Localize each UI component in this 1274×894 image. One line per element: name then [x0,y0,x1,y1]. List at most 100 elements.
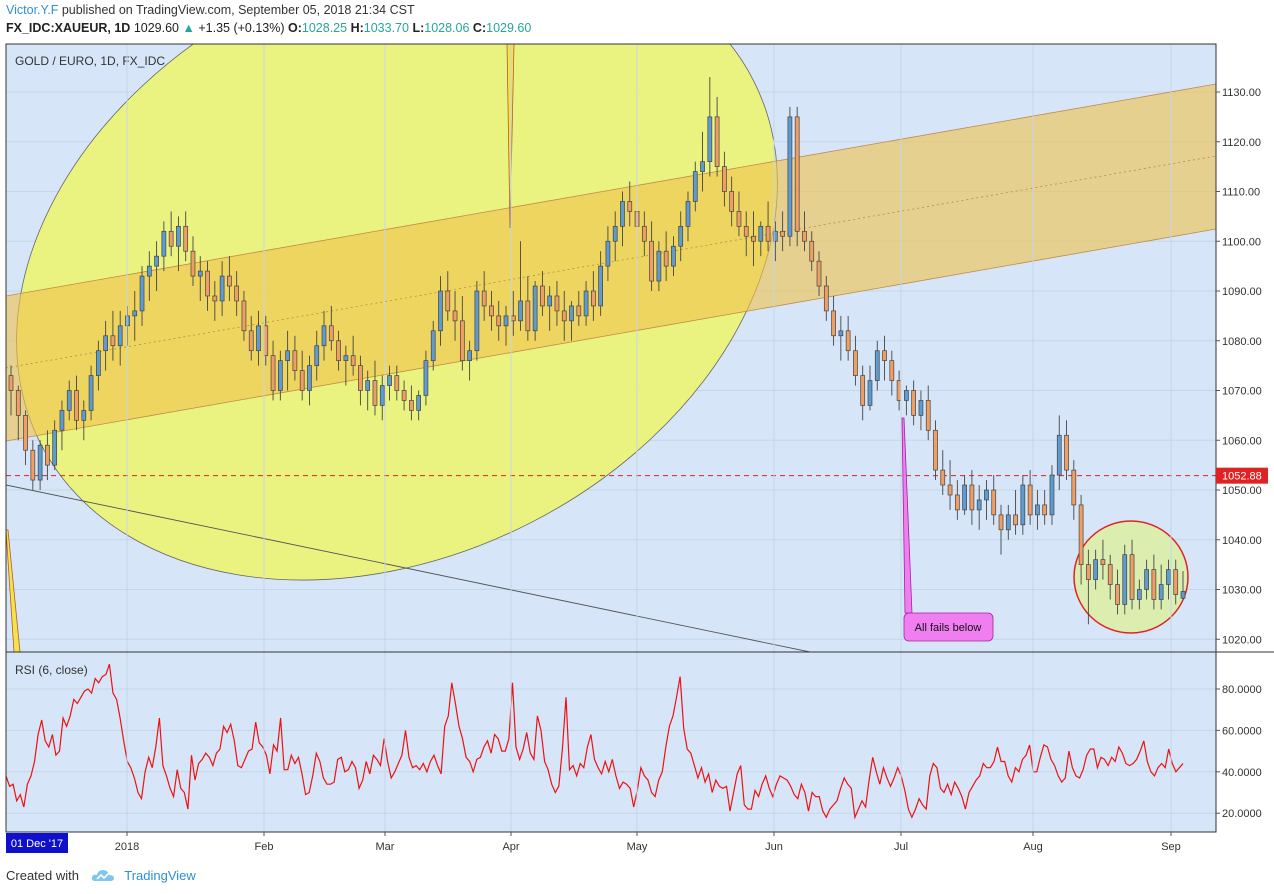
candle[interactable] [954,494,960,511]
candle[interactable] [1180,591,1186,599]
candle[interactable] [962,484,967,511]
candle[interactable] [96,350,101,376]
candle[interactable] [496,315,502,327]
candle[interactable] [1158,584,1164,600]
candle[interactable] [1013,514,1018,526]
candle[interactable] [52,429,58,466]
candle[interactable] [598,265,603,307]
candle[interactable] [671,245,676,267]
author-link[interactable]: Victor.Y.F [6,3,59,17]
candle[interactable] [998,514,1004,531]
candle[interactable] [707,116,713,163]
candle[interactable] [503,315,509,327]
candle[interactable] [751,235,756,242]
candle[interactable] [969,484,975,511]
candle[interactable] [365,380,371,391]
candle[interactable] [59,410,65,431]
candle[interactable] [314,345,320,366]
candle[interactable] [161,230,167,257]
candle[interactable] [649,240,654,282]
candle[interactable] [845,330,851,352]
candle[interactable] [372,380,378,406]
candle[interactable] [561,310,567,322]
candle[interactable] [270,355,276,391]
candle[interactable] [525,300,531,332]
candle[interactable] [641,225,647,242]
candle[interactable] [765,225,771,242]
candle[interactable] [1122,554,1128,605]
candle[interactable] [780,230,785,237]
candle[interactable] [1144,569,1149,590]
candle[interactable] [896,380,902,401]
candle[interactable] [714,116,720,167]
candle[interactable] [722,166,727,192]
candle[interactable] [1005,514,1011,531]
candle[interactable] [1166,569,1171,585]
candle[interactable] [838,330,844,337]
candle[interactable] [692,171,698,202]
candle[interactable] [37,444,43,481]
candle[interactable] [110,335,116,347]
candle[interactable] [423,360,429,396]
candle[interactable] [823,285,829,312]
candle[interactable] [328,325,334,342]
candle[interactable] [940,469,946,486]
candle[interactable] [474,290,480,352]
candle[interactable] [336,340,341,361]
candle[interactable] [831,310,836,337]
candle[interactable] [685,201,691,227]
candle[interactable] [292,350,298,371]
candle[interactable] [882,350,887,362]
candle[interactable] [758,225,764,242]
candle[interactable] [656,250,662,282]
candle[interactable] [918,400,924,416]
candle[interactable] [947,484,953,496]
candle[interactable] [81,410,87,421]
candle[interactable] [976,499,982,511]
candle[interactable] [911,390,917,416]
candle[interactable] [299,370,305,391]
candle[interactable] [343,355,349,361]
candle[interactable] [867,380,873,406]
candle[interactable] [518,300,523,322]
candle[interactable] [991,489,997,516]
candle[interactable] [729,191,735,212]
candle[interactable] [984,489,989,501]
candle[interactable] [15,390,21,416]
candle[interactable] [183,225,189,252]
candle[interactable] [212,295,218,302]
candle[interactable] [103,335,108,352]
candle[interactable] [569,305,574,322]
candle[interactable] [1071,469,1077,506]
candle[interactable] [416,395,422,411]
candle[interactable] [1020,484,1026,526]
candle[interactable] [1093,559,1098,580]
candle[interactable] [627,201,633,212]
candle[interactable] [88,375,94,411]
candle[interactable] [605,240,611,267]
candle[interactable] [1136,589,1142,600]
candle[interactable] [241,300,247,332]
candle[interactable] [387,375,392,386]
candle[interactable] [401,390,407,401]
candle[interactable] [547,295,553,307]
candle[interactable] [248,330,254,352]
candle[interactable] [540,285,545,307]
candle[interactable] [1078,504,1084,565]
candle[interactable] [874,350,880,381]
candle[interactable] [459,320,465,362]
candle[interactable] [197,270,203,277]
candle[interactable] [30,449,36,481]
candle[interactable] [576,305,582,317]
candle[interactable] [285,350,290,362]
candle[interactable] [802,230,807,242]
candle[interactable] [554,295,560,312]
candle[interactable] [139,275,145,312]
candle[interactable] [1100,559,1106,565]
candle[interactable] [190,250,196,277]
candle[interactable] [307,365,312,391]
candle[interactable] [394,375,400,391]
candle[interactable] [227,275,232,287]
candle[interactable] [1151,569,1157,600]
candle[interactable] [132,310,138,317]
